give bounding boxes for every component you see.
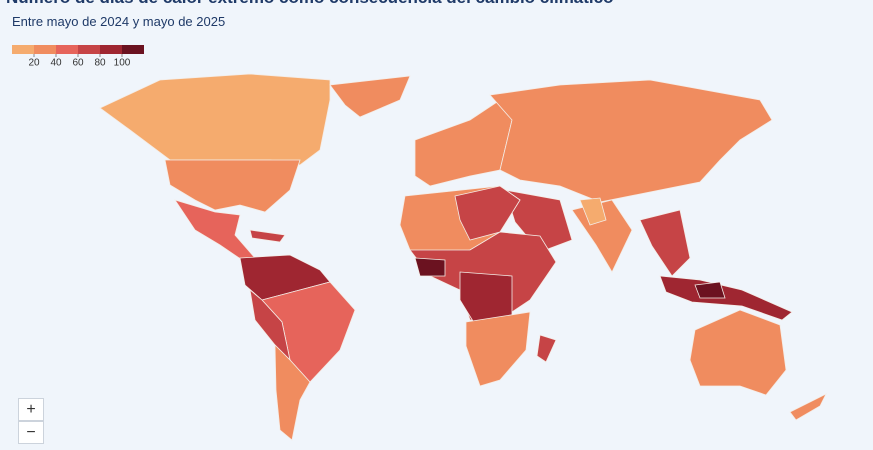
region — [536, 334, 557, 363]
region — [789, 393, 827, 421]
region — [329, 75, 411, 118]
legend-swatch — [34, 45, 56, 54]
zoom-in[interactable]: + — [18, 398, 44, 421]
regions — [99, 73, 827, 441]
legend-tick-label: 80 — [94, 58, 106, 69]
region — [99, 73, 331, 166]
legend-tick-label: 40 — [50, 58, 62, 69]
legend-swatch — [122, 45, 144, 54]
region — [639, 209, 691, 277]
region — [249, 229, 286, 243]
legend-tick-label: 60 — [72, 58, 84, 69]
region — [689, 309, 787, 396]
legend: 20 40 60 80 100 — [12, 45, 144, 69]
legend-swatch — [12, 45, 34, 54]
title: Número de días de calor extremo como con… — [6, 0, 613, 8]
legend-tick-label: 20 — [28, 58, 40, 69]
region — [414, 257, 446, 277]
legend-swatch — [78, 45, 100, 54]
region — [414, 99, 513, 187]
legend-tick-label: 100 — [114, 58, 131, 69]
subtitle: Entre mayo de 2024 y mayo de 2025 — [12, 14, 226, 29]
legend-swatch — [56, 45, 78, 54]
legend-swatch — [100, 45, 122, 54]
region — [694, 281, 726, 299]
region — [489, 79, 773, 203]
region — [274, 344, 311, 441]
region — [465, 311, 531, 387]
zoom-out[interactable]: − — [18, 421, 44, 444]
region — [504, 189, 573, 253]
region — [659, 275, 793, 321]
region — [164, 159, 301, 213]
region — [579, 197, 607, 226]
